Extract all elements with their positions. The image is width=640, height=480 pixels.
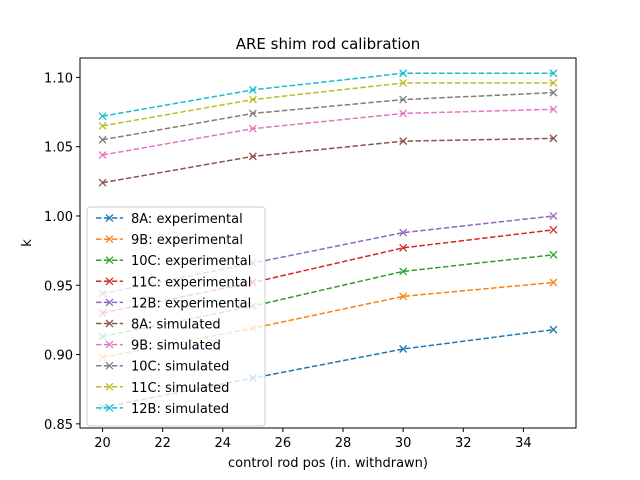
data-point [549, 212, 558, 220]
x-tick-label: 34 [515, 436, 532, 451]
x-tick-label: 32 [455, 436, 472, 451]
legend-marker [105, 298, 114, 307]
legend-marker [105, 256, 114, 265]
legend-item: 11C: experimental [96, 275, 251, 290]
x-tick-label: 30 [395, 436, 412, 451]
data-point [248, 124, 257, 133]
data-point [98, 121, 107, 130]
data-point [399, 345, 408, 353]
legend-item: 8A: simulated [96, 318, 221, 333]
legend-label: 8A: simulated [131, 318, 221, 333]
x-tick-label: 26 [275, 436, 292, 451]
x-tick-label: 28 [335, 436, 352, 451]
data-point [248, 95, 257, 104]
legend-label: 12B: experimental [131, 296, 251, 311]
data-point [549, 69, 558, 78]
data-point [399, 228, 408, 237]
data-point [549, 278, 558, 287]
plot-frame [79, 57, 577, 429]
legend-marker [105, 403, 114, 412]
legend-item: 9B: simulated [96, 339, 221, 354]
legend-label: 11C: experimental [131, 275, 251, 290]
series-line [102, 215, 554, 295]
series-line [102, 72, 554, 117]
x-tick-label: 24 [215, 436, 232, 451]
legend-item: 10C: experimental [96, 254, 251, 269]
y-tick-label: 1.00 [44, 210, 73, 225]
data-point [399, 78, 408, 87]
series-line [102, 254, 554, 338]
legend-item: 11C: simulated [96, 381, 229, 396]
series-9 [98, 69, 558, 121]
legend-marker [105, 382, 114, 391]
data-point [248, 152, 257, 161]
series-line [102, 91, 554, 141]
data-point [399, 95, 408, 104]
series-6 [98, 105, 558, 159]
chart-title: ARE shim rod calibration [236, 35, 421, 53]
data-point [549, 105, 558, 114]
legend-marker [105, 340, 114, 349]
data-point [399, 243, 408, 252]
data-point [399, 109, 408, 118]
data-point [549, 250, 558, 259]
y-tick-label: 0.85 [44, 418, 73, 433]
legend-label: 9B: simulated [131, 339, 221, 354]
y-axis-label: k [20, 239, 35, 247]
legend-label: 9B: experimental [131, 233, 243, 248]
data-point [98, 151, 107, 159]
legend-item: 12B: experimental [96, 296, 251, 311]
y-axis: 0.85 0.90 0.95 1.00 1.05 1.10 [44, 71, 80, 433]
series-5 [98, 134, 558, 187]
legend-label: 10C: simulated [131, 360, 229, 375]
legend-label: 12B: simulated [131, 402, 229, 417]
legend-label: 8A: experimental [131, 212, 243, 227]
data-point [549, 78, 558, 87]
data-point [98, 178, 107, 187]
x-axis: 20 22 24 26 28 30 32 34 [94, 428, 532, 451]
x-axis-label: control rod pos (in. withdrawn) [228, 456, 428, 471]
data-point [549, 325, 558, 334]
legend: 8A: experimental 9B: experimental 10C: exp… [86, 206, 266, 427]
data-point [549, 134, 558, 143]
data-point [399, 292, 408, 301]
series-8 [98, 78, 558, 130]
data-point [98, 112, 107, 121]
data-point [98, 135, 107, 144]
data-point [248, 109, 257, 118]
legend-item: 10C: simulated [96, 360, 229, 375]
legend-label: 10C: experimental [131, 254, 251, 269]
y-tick-label: 1.05 [44, 141, 73, 156]
legend-label: 11C: simulated [131, 381, 229, 396]
series-line [102, 137, 554, 184]
legend-marker [105, 277, 114, 286]
series-line [102, 229, 554, 314]
series-line [102, 82, 554, 127]
legend-marker [105, 235, 114, 244]
y-tick-label: 1.10 [44, 71, 73, 86]
legend-item: 12B: simulated [96, 402, 229, 417]
series-7 [98, 88, 558, 144]
legend-marker [105, 361, 114, 370]
legend-item: 9B: experimental [96, 233, 243, 248]
data-point [399, 267, 408, 276]
data-point [248, 85, 257, 94]
legend-box [86, 206, 266, 427]
data-point [549, 88, 558, 97]
legend-marker [105, 319, 114, 328]
legend-item: 8A: experimental [96, 212, 243, 227]
data-point [399, 137, 408, 146]
legend-marker [105, 214, 114, 222]
data-point [549, 225, 558, 234]
x-tick-label: 20 [94, 436, 111, 451]
data-point [399, 69, 408, 78]
x-tick-label: 22 [154, 436, 171, 451]
y-tick-label: 0.95 [44, 279, 73, 294]
series-line [102, 108, 554, 156]
y-tick-label: 0.90 [44, 349, 73, 364]
